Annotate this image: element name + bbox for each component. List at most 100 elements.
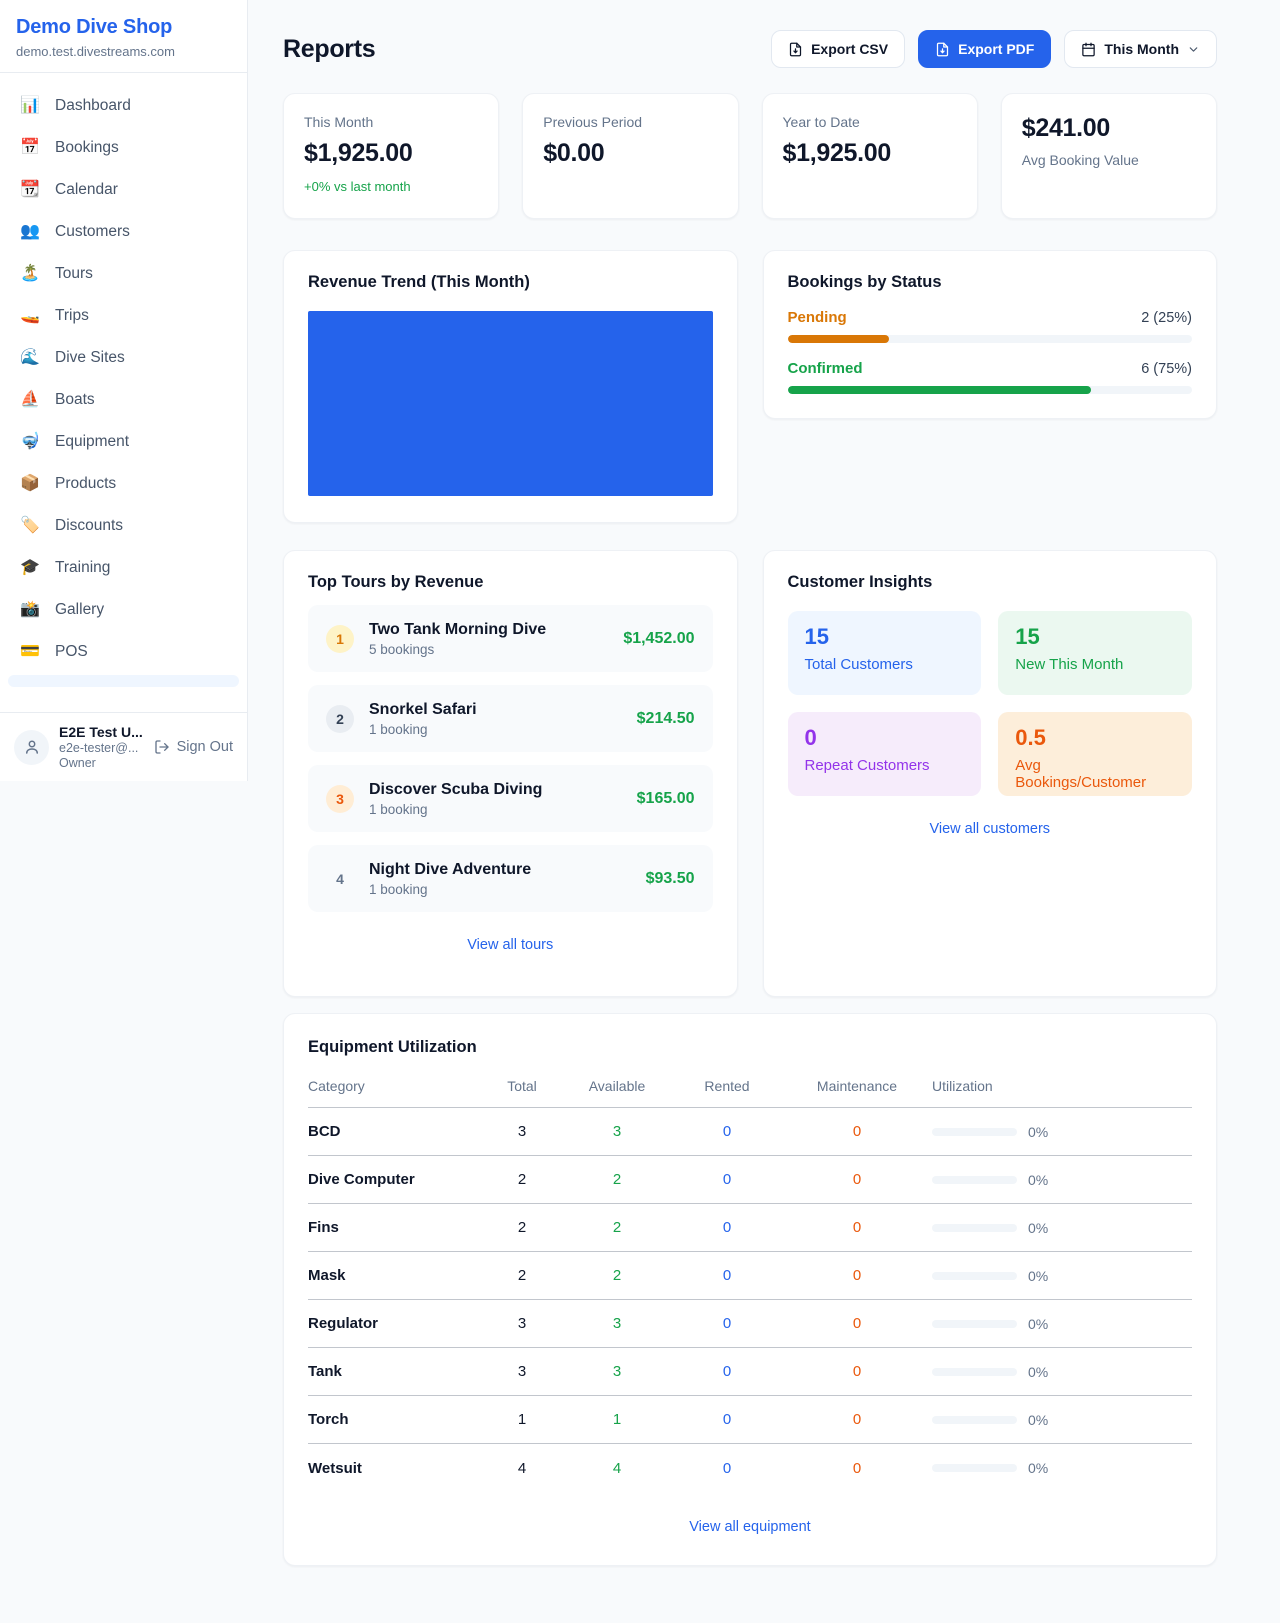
customer-insights-title: Customer Insights xyxy=(787,573,933,591)
cell-rented: 0 xyxy=(722,1171,732,1188)
tile-repeat-customers: 0 Repeat Customers xyxy=(787,712,982,796)
cell-category: Tank xyxy=(308,1363,342,1380)
sidebar-item-calendar[interactable]: 📆 Calendar xyxy=(8,169,239,211)
sidebar-item-customers[interactable]: 👥 Customers xyxy=(8,211,239,253)
tile-value: 0.5 xyxy=(1015,725,1046,750)
sidebar-item-dive-sites[interactable]: 🌊 Dive Sites xyxy=(8,337,239,379)
progress-track xyxy=(787,386,1192,394)
revenue-trend-card: Revenue Trend (This Month) xyxy=(283,250,738,523)
sign-out-label: Sign Out xyxy=(176,739,233,755)
sidebar-item-boats[interactable]: ⛵ Boats xyxy=(8,379,239,421)
cell-available: 3 xyxy=(612,1123,622,1140)
revenue-trend-chart xyxy=(308,311,713,496)
utilization-track xyxy=(932,1127,1017,1136)
cell-category: Torch xyxy=(308,1411,349,1428)
progress-track xyxy=(787,335,1192,343)
tile-value: 0 xyxy=(804,725,817,750)
cell-category: BCD xyxy=(308,1123,341,1140)
cell-total: 4 xyxy=(517,1459,527,1477)
col-maintenance: Maintenance xyxy=(816,1078,898,1094)
sidebar-item-equipment[interactable]: 🤿 Equipment xyxy=(8,421,239,463)
view-all-customers-link[interactable]: View all customers xyxy=(929,821,1051,837)
cell-total: 2 xyxy=(517,1171,527,1188)
shop-name[interactable]: Demo Dive Shop xyxy=(16,16,173,38)
wave-icon: 🌊 xyxy=(20,349,40,366)
sidebar-item-gallery[interactable]: 📸 Gallery xyxy=(8,589,239,631)
sidebar-item-reports[interactable] xyxy=(8,675,239,687)
package-icon: 📦 xyxy=(20,475,40,492)
cell-category: Dive Computer xyxy=(308,1171,415,1188)
utilization-percent: 0% xyxy=(1028,1123,1049,1140)
utilization-track xyxy=(932,1415,1017,1424)
sign-out-button[interactable]: Sign Out xyxy=(154,739,233,755)
sidebar-item-bookings[interactable]: 📅 Bookings xyxy=(8,127,239,169)
rank-badge: 1 xyxy=(326,624,354,653)
sidebar-item-trips[interactable]: 🚤 Trips xyxy=(8,295,239,337)
tour-name: Snorkel Safari xyxy=(369,700,477,718)
cell-rented: 0 xyxy=(722,1123,732,1140)
cell-available: 2 xyxy=(612,1219,622,1236)
cell-available: 1 xyxy=(612,1411,622,1428)
status-count: 6 (75%) xyxy=(1141,361,1192,377)
tour-bookings: 1 booking xyxy=(369,881,428,897)
tour-revenue: $214.50 xyxy=(636,709,695,727)
period-dropdown[interactable]: This Month xyxy=(1064,30,1217,68)
cell-available: 4 xyxy=(612,1459,622,1477)
export-pdf-button[interactable]: Export PDF xyxy=(918,30,1052,68)
tour-revenue: $1,452.00 xyxy=(623,629,695,647)
table-row: Fins 2 2 0 0 0% xyxy=(308,1204,1192,1252)
view-all-equipment-link[interactable]: View all equipment xyxy=(689,1519,811,1535)
utilization-track xyxy=(932,1367,1017,1376)
sidebar-item-pos[interactable]: 💳 POS xyxy=(8,631,239,673)
page-title: Reports xyxy=(283,34,376,63)
utilization-track xyxy=(932,1464,1017,1472)
sidebar-item-dashboard[interactable]: 📊 Dashboard xyxy=(8,85,239,127)
table-row: Tank 3 3 0 0 0% xyxy=(308,1348,1192,1396)
cell-utilization: 0% xyxy=(932,1220,1192,1236)
cell-rented: 0 xyxy=(722,1315,732,1332)
bookings-by-status-card: Bookings by Status Pending 2 (25%) Confi… xyxy=(762,250,1217,419)
sidebar-item-products[interactable]: 📦 Products xyxy=(8,463,239,505)
col-category: Category xyxy=(308,1078,365,1094)
equipment-table: Category Total Available Rented Maintena… xyxy=(308,1078,1192,1492)
table-row: Wetsuit 4 4 0 0 0% xyxy=(308,1444,1192,1492)
sidebar-item-discounts[interactable]: 🏷️ Discounts xyxy=(8,505,239,547)
sidebar-item-label: Calendar xyxy=(55,181,118,198)
speedboat-icon: 🚤 xyxy=(20,307,40,324)
cell-maintenance: 0 xyxy=(852,1219,862,1236)
tile-total-customers: 15 Total Customers xyxy=(787,611,982,695)
tour-bookings: 1 booking xyxy=(369,801,428,817)
sidebar-item-label: Equipment xyxy=(55,433,130,450)
utilization-percent: 0% xyxy=(1028,1267,1049,1284)
main-content: Reports Export CSV Export PDF This Month xyxy=(248,0,1280,1623)
utilization-percent: 0% xyxy=(1028,1315,1049,1332)
person-icon xyxy=(25,740,38,754)
tour-bookings: 1 booking xyxy=(369,721,428,737)
cell-total: 2 xyxy=(517,1267,527,1284)
cell-maintenance: 0 xyxy=(852,1315,862,1332)
stat-label: Previous Period xyxy=(543,114,643,130)
sidebar-item-training[interactable]: 🎓 Training xyxy=(8,547,239,589)
cell-rented: 0 xyxy=(722,1267,732,1284)
col-available: Available xyxy=(588,1078,646,1094)
status-row-confirmed: Confirmed 6 (75%) xyxy=(787,360,1192,394)
tour-name: Night Dive Adventure xyxy=(369,860,532,878)
sidebar-nav: 📊 Dashboard 📅 Bookings 📆 Calendar 👥 Cust… xyxy=(0,73,247,712)
export-csv-button[interactable]: Export CSV xyxy=(771,30,906,68)
cell-total: 3 xyxy=(517,1363,527,1380)
tile-avg-bookings-customer: 0.5 Avg Bookings/Customer xyxy=(998,712,1192,796)
tile-label: Repeat Customers xyxy=(804,757,930,774)
file-download-icon xyxy=(936,42,949,56)
view-all-tours-link[interactable]: View all tours xyxy=(467,937,554,953)
cell-category: Wetsuit xyxy=(308,1459,362,1477)
status-count: 2 (25%) xyxy=(1141,310,1192,326)
stat-value: $0.00 xyxy=(543,139,605,167)
cell-utilization: 0% xyxy=(932,1460,1192,1476)
sidebar-item-tours[interactable]: 🏝️ Tours xyxy=(8,253,239,295)
table-row: Mask 2 2 0 0 0% xyxy=(308,1252,1192,1300)
period-label: This Month xyxy=(1104,41,1179,57)
bookings-calendar-icon: 📅 xyxy=(20,139,40,156)
status-label: Confirmed xyxy=(787,360,863,377)
header-actions: Export CSV Export PDF This Month xyxy=(771,30,1217,68)
top-tours-title: Top Tours by Revenue xyxy=(308,573,484,591)
